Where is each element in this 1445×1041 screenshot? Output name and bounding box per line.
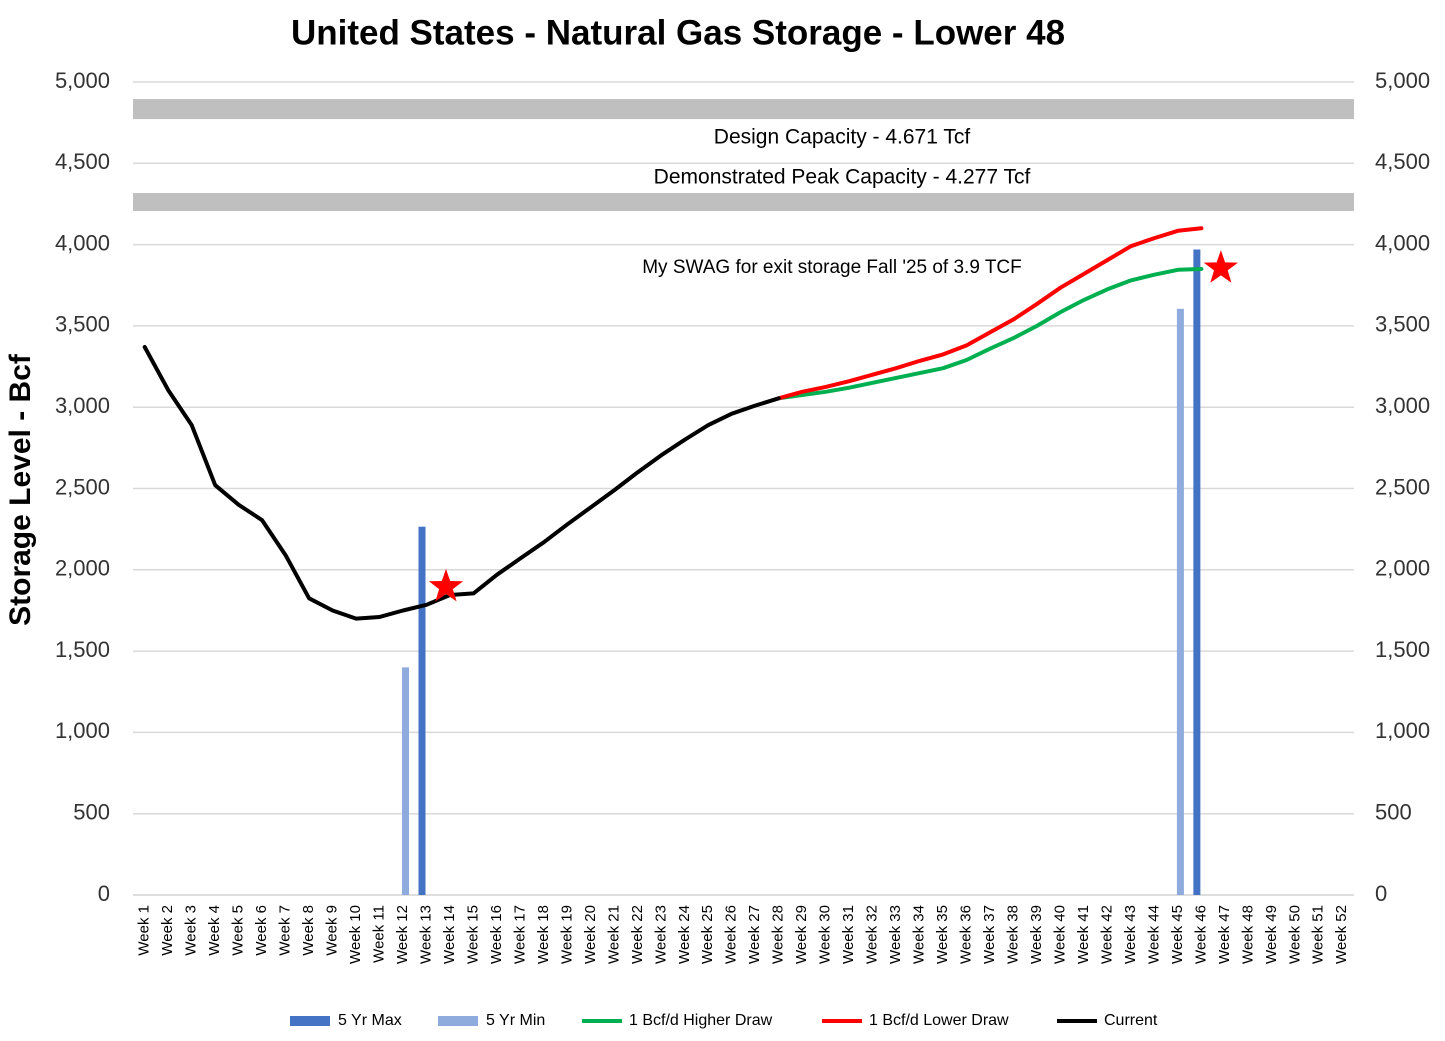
bar [418,526,426,895]
line [142,345,781,621]
legend-swatch [290,1016,330,1026]
legend-label: 1 Bcf/d Higher Draw [629,1012,773,1029]
y2-tick-label: 5,000 [1375,68,1430,93]
star-marker [1203,250,1238,283]
capacity-band [133,99,1354,120]
legend-label: 1 Bcf/d Lower Draw [869,1012,1009,1029]
annotation: My SWAG for exit storage Fall '25 of 3.9… [642,257,1022,278]
line [776,226,1204,401]
x-tick-label: Week 12 [394,905,411,964]
x-tick-label: Week 19 [558,905,575,964]
x-tick-label: Week 37 [981,905,998,964]
y-tick-label: 4,000 [55,230,110,255]
x-tick-label: Week 24 [676,905,693,964]
x-tick-label: Week 46 [1192,905,1209,964]
x-tick-label: Week 47 [1216,905,1233,964]
band-label: Demonstrated Peak Capacity - 4.277 Tcf [654,166,1031,189]
y-tick-label: 2,500 [55,474,110,499]
x-tick-label: Week 20 [582,905,599,964]
x-tick-label: Week 2 [159,905,176,956]
capacity-band [133,193,1354,211]
x-tick-label: Week 30 [817,905,834,964]
star-marker [428,568,464,602]
x-tick-label: Week 44 [1145,905,1162,964]
x-tick-label: Week 32 [864,905,881,964]
x-tick-label: Week 28 [770,905,787,964]
y2-tick-label: 500 [1375,800,1412,825]
y2-tick-label: 1,000 [1375,718,1430,743]
legend-swatch [438,1016,478,1026]
y2-tick-label: 1,500 [1375,637,1430,662]
x-tick-label: Week 39 [1028,905,1045,964]
x-tick-label: Week 29 [793,905,810,964]
x-tick-label: Week 27 [746,905,763,964]
y2-tick-label: 3,000 [1375,393,1430,418]
y2-tick-label: 4,500 [1375,149,1430,174]
x-tick-label: Week 25 [699,905,716,964]
x-tick-label: Week 40 [1051,905,1068,964]
x-tick-label: Week 11 [371,905,388,963]
x-tick-label: Week 23 [652,905,669,964]
y-tick-label: 2,000 [55,556,110,581]
x-tick-label: Week 9 [324,905,341,956]
x-tick-label: Week 5 [230,905,247,956]
x-tick-label: Week 17 [511,905,528,964]
y2-tick-label: 3,500 [1375,312,1430,337]
x-tick-label: Week 14 [441,905,458,964]
x-tick-label: Week 21 [605,905,622,964]
x-tick-label: Week 51 [1310,905,1327,964]
bar [1193,249,1201,895]
x-tick-label: Week 16 [488,905,505,964]
y-tick-label: 3,000 [55,393,110,418]
x-tick-label: Week 50 [1286,905,1303,964]
x-tick-label: Week 4 [206,905,223,956]
x-tick-label: Week 34 [911,905,928,964]
x-tick-label: Week 31 [840,905,857,964]
x-tick-label: Week 36 [958,905,975,964]
x-tick-label: Week 8 [300,905,317,956]
y-tick-label: 1,000 [55,718,110,743]
y2-tick-label: 0 [1375,881,1387,906]
x-tick-label: Week 26 [723,905,740,964]
y2-tick-label: 2,000 [1375,556,1430,581]
x-tick-label: Week 1 [136,905,153,956]
x-tick-label: Week 43 [1122,905,1139,964]
x-tick-label: Week 45 [1169,905,1186,964]
bar [402,667,410,895]
x-tick-label: Week 6 [253,905,270,956]
y2-tick-label: 4,000 [1375,230,1430,255]
x-tick-label: Week 33 [887,905,904,964]
x-tick-label: Week 52 [1333,905,1350,964]
x-tick-label: Week 3 [183,905,200,956]
x-tick-label: Week 38 [1004,905,1021,964]
x-tick-label: Week 13 [417,905,434,964]
y-tick-label: 1,500 [55,637,110,662]
y2-tick-label: 2,500 [1375,474,1430,499]
x-tick-label: Week 49 [1263,905,1280,964]
x-tick-label: Week 10 [347,905,364,964]
y-tick-label: 0 [98,881,110,906]
x-tick-label: Week 18 [535,905,552,964]
x-tick-label: Week 42 [1098,905,1115,964]
y-tick-label: 5,000 [55,68,110,93]
x-tick-label: Week 7 [277,905,294,956]
x-tick-label: Week 15 [464,905,481,964]
y-axis-label: Storage Level - Bcf [4,353,37,626]
y-tick-label: 4,500 [55,149,110,174]
legend-label: Current [1104,1012,1158,1029]
legend-label: 5 Yr Min [486,1012,545,1029]
x-tick-label: Week 22 [629,905,646,964]
y-tick-label: 3,500 [55,312,110,337]
x-tick-label: Week 48 [1239,905,1256,964]
x-tick-label: Week 35 [934,905,951,964]
bar [1176,308,1184,895]
band-label: Design Capacity - 4.671 Tcf [714,126,971,149]
y-tick-label: 500 [73,800,110,825]
line [776,267,1204,401]
chart-title: United States - Natural Gas Storage - Lo… [291,13,1065,52]
legend-label: 5 Yr Max [338,1012,402,1029]
x-tick-label: Week 41 [1075,905,1092,964]
